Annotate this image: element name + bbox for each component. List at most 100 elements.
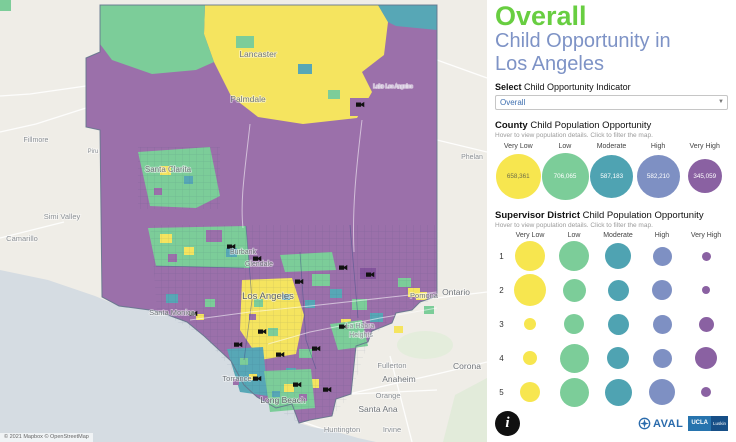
county-category-header-low: Low: [558, 143, 572, 151]
district-bubble-cell: [684, 341, 728, 375]
district-1-bubble-very-high[interactable]: [701, 251, 711, 261]
county-category-header-very-low: Very Low: [503, 143, 533, 151]
indicator-select-label-rest: Child Opportunity Indicator: [521, 82, 631, 93]
county-bubble-very-high[interactable]: 345,059: [687, 159, 722, 194]
district-bubble-cell: [552, 239, 596, 273]
chevron-down-icon: ▼: [718, 99, 724, 106]
ucla-logo: UCLA Luskin: [688, 416, 728, 432]
county-outline: [85, 4, 438, 424]
county-bubble-high[interactable]: 582,210: [636, 154, 680, 198]
map-canvas[interactable]: Lancaster Palmdale Lake Los Angeles Santa C…: [0, 0, 487, 442]
district-5-bubble-moderate[interactable]: [604, 378, 632, 406]
district-2-bubble-very-low[interactable]: [514, 274, 546, 307]
district-1-bubble-low[interactable]: [559, 241, 589, 272]
district-5-bubble-low[interactable]: [559, 377, 589, 407]
district-bubble-cell: [596, 239, 640, 273]
county-bubble-moderate[interactable]: 587,183: [590, 154, 634, 198]
map-city-label: Phelan: [461, 154, 483, 161]
district-1-bubble-very-low[interactable]: [515, 241, 545, 272]
county-section-hint: Hover to view population details. Click …: [495, 132, 653, 140]
district-row-label-3: 3: [499, 319, 504, 329]
district-bubble-cell: [508, 273, 552, 307]
map-city-label: Simi Valley: [44, 212, 81, 221]
map-city-label: Los Angeles: [242, 291, 294, 302]
map-site-marker-icon: [339, 264, 348, 271]
page-subtitle: Child Opportunity in Los Angeles: [495, 30, 728, 75]
map-site-marker-icon: [366, 271, 375, 278]
district-4-bubble-very-low[interactable]: [523, 351, 537, 366]
district-bubble-cell: [596, 307, 640, 341]
district-5-bubble-high[interactable]: [649, 379, 675, 406]
district-3-bubble-high[interactable]: [652, 314, 672, 334]
map-city-label: Ontario: [442, 287, 470, 297]
subtitle-line-2: Los Angeles: [495, 52, 604, 75]
map-site-marker-icon: [356, 101, 365, 108]
district-3-bubble-low[interactable]: [564, 314, 584, 335]
county-bubble-very-low[interactable]: 658,361: [495, 153, 541, 199]
district-3-bubble-very-high[interactable]: [698, 316, 714, 332]
district-bubble-cell: [684, 273, 728, 307]
district-2-bubble-very-high[interactable]: [702, 286, 710, 295]
map-city-label: Santa Ana: [358, 404, 398, 414]
district-bubble-cell: [684, 307, 728, 341]
district-3-bubble-very-low[interactable]: [524, 318, 536, 331]
district-4-bubble-moderate[interactable]: [607, 347, 629, 370]
map-city-label: Fullerton: [377, 361, 406, 370]
map-corner-swatch: [0, 0, 11, 11]
map-city-label: Pomona: [410, 291, 439, 300]
district-heading-bold: Supervisor District: [495, 210, 580, 222]
aval-logo-text: AVAL: [653, 417, 684, 430]
aval-logo: AVAL: [638, 417, 683, 430]
map-city-label: Anaheim: [382, 374, 416, 384]
district-bubble-cell: [596, 273, 640, 307]
map-city-label: Piru: [88, 149, 99, 155]
county-section-heading: County Child Population Opportunity: [495, 120, 728, 131]
map-site-marker-icon: [276, 351, 285, 358]
district-section-hint: Hover to view population details. Click …: [495, 222, 653, 230]
county-bubble-low[interactable]: 706,065: [541, 152, 589, 200]
district-row-label-4: 4: [499, 353, 504, 363]
panel-footer: i AVAL UCLA Luskin: [495, 411, 728, 437]
ucla-logo-text: UCLA: [688, 416, 711, 432]
district-bubble-cell: [508, 307, 552, 341]
map-city-label: La Habra: [346, 323, 375, 330]
district-4-bubble-low[interactable]: [559, 343, 589, 373]
compass-icon: [638, 417, 651, 430]
district-bubble-cell: [552, 273, 596, 307]
district-2-bubble-moderate[interactable]: [607, 279, 629, 301]
district-category-header-low: Low: [567, 232, 581, 240]
indicator-select-label-bold: Select: [495, 82, 522, 93]
map-city-label: Lake Los Angeles: [373, 84, 413, 90]
district-3-bubble-moderate[interactable]: [607, 313, 629, 335]
page-title: Overall: [495, 1, 587, 31]
map-freeways: [189, 119, 438, 345]
district-section-heading: Supervisor District Child Population Opp…: [495, 210, 728, 221]
map-panel[interactable]: Lancaster Palmdale Lake Los Angeles Santa C…: [0, 0, 487, 442]
county-heading-bold: County: [495, 120, 528, 132]
county-heading-rest: Child Population Opportunity: [527, 120, 652, 132]
map-city-label: Irvine: [383, 425, 401, 434]
map-attribution[interactable]: © 2021 Mapbox © OpenStreetMap: [0, 433, 93, 442]
info-button[interactable]: i: [495, 411, 520, 437]
map-city-label: Glendale: [245, 261, 273, 268]
district-4-bubble-high[interactable]: [652, 348, 672, 368]
district-bubble-cell: [684, 239, 728, 273]
district-5-bubble-very-high[interactable]: [701, 387, 711, 398]
district-1-bubble-high[interactable]: [652, 246, 672, 266]
map-site-marker-icon: [234, 341, 243, 348]
district-1-bubble-moderate[interactable]: [605, 243, 631, 270]
district-row-label-5: 5: [499, 387, 504, 397]
district-row-label-2: 2: [499, 285, 504, 295]
county-bubble-cell: 658,361: [495, 152, 542, 200]
district-2-bubble-low[interactable]: [562, 278, 586, 302]
map-city-label: Palmdale: [230, 94, 266, 104]
county-choropleth[interactable]: [86, 5, 437, 423]
indicator-select-label: Select Child Opportunity Indicator: [495, 82, 728, 92]
district-5-bubble-very-low[interactable]: [520, 382, 540, 403]
county-bubble-cell: 345,059: [682, 152, 729, 200]
district-bubble-cell: [596, 375, 640, 409]
district-2-bubble-high[interactable]: [652, 280, 672, 301]
district-4-bubble-very-high[interactable]: [695, 347, 717, 370]
indicator-dropdown[interactable]: Overall ▼: [495, 95, 728, 111]
